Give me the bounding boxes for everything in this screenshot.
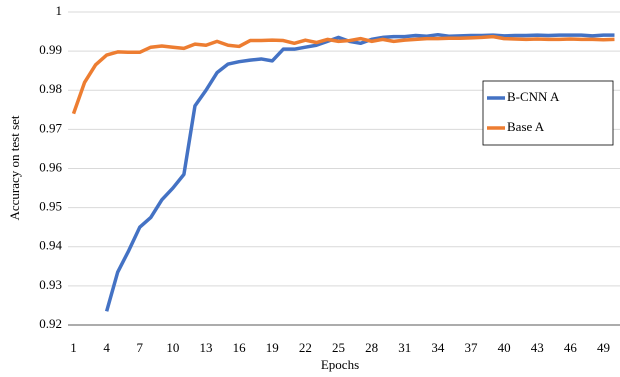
y-tick-label: 0.99 bbox=[39, 42, 62, 57]
x-tick-label: 19 bbox=[266, 340, 279, 355]
data-line bbox=[71, 34, 615, 115]
y-tick-label: 0.92 bbox=[39, 316, 62, 331]
y-tick-label: 0.95 bbox=[39, 199, 62, 214]
plot bbox=[71, 32, 615, 312]
x-tick-label: 28 bbox=[365, 340, 378, 355]
x-tick-label: 43 bbox=[531, 340, 544, 355]
y-tick-label: 0.94 bbox=[39, 238, 62, 253]
y-axis-label: Accuracy on test set bbox=[7, 115, 22, 220]
x-tick-label: 10 bbox=[166, 340, 179, 355]
x-tick-label: 31 bbox=[398, 340, 411, 355]
legend-label: B-CNN A bbox=[507, 89, 560, 104]
legend-box bbox=[482, 80, 614, 146]
y-tick-label: 0.96 bbox=[39, 159, 62, 174]
x-tick-label: 46 bbox=[564, 340, 578, 355]
x-tick-label: 40 bbox=[498, 340, 511, 355]
x-tick-label: 34 bbox=[431, 340, 445, 355]
x-tick-label: 13 bbox=[200, 340, 213, 355]
y-tick-label: 1 bbox=[56, 3, 63, 18]
data-line bbox=[104, 32, 615, 312]
x-tick-label: 7 bbox=[137, 340, 144, 355]
y-tick-label: 0.93 bbox=[39, 277, 62, 292]
x-tick-label: 22 bbox=[299, 340, 312, 355]
x-tick-label: 25 bbox=[332, 340, 345, 355]
x-tick-label: 16 bbox=[233, 340, 247, 355]
x-tick-label: 1 bbox=[70, 340, 77, 355]
x-tick-label: 49 bbox=[597, 340, 610, 355]
x-axis-label: Epochs bbox=[321, 357, 359, 372]
x-tick-label: 4 bbox=[103, 340, 110, 355]
y-tick-label: 0.97 bbox=[39, 120, 62, 135]
y-tick-label: 0.98 bbox=[39, 81, 62, 96]
legend-label: Base A bbox=[507, 119, 545, 134]
x-tick-label: 37 bbox=[464, 340, 478, 355]
